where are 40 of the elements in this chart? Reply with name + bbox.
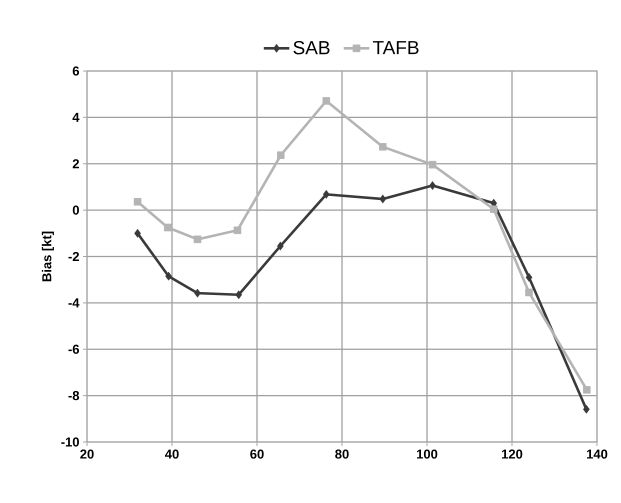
x-tick-label: 120	[502, 450, 522, 459]
point	[379, 143, 387, 151]
x-tick-label: 80	[335, 450, 349, 459]
point	[194, 288, 201, 298]
point	[379, 194, 386, 204]
y-tick-label: 0	[72, 206, 79, 215]
x-tick-label: 60	[250, 450, 264, 459]
y-tick-label: 6	[72, 66, 80, 76]
y-tick-label: -6	[68, 344, 80, 354]
point	[277, 242, 284, 250]
y-tick-label: -2	[68, 252, 79, 262]
point	[234, 226, 242, 234]
point	[525, 288, 533, 296]
x-tick-label: 140	[587, 450, 608, 459]
point	[277, 151, 285, 159]
y-tick-label: -4	[68, 298, 80, 308]
point	[235, 290, 242, 300]
point	[583, 386, 591, 394]
legend-label: SAB	[293, 40, 330, 54]
point	[194, 236, 202, 244]
y-axis-title: Bias [kt]	[42, 232, 54, 282]
y-tick-label: 2	[72, 159, 79, 168]
legend-label: TAFB	[372, 41, 419, 54]
point	[322, 190, 330, 199]
point	[429, 181, 436, 190]
point	[526, 272, 532, 282]
x-tick-label: 20	[80, 450, 94, 459]
x-tick-label: 40	[165, 450, 179, 459]
point	[165, 272, 172, 281]
point	[164, 224, 172, 232]
point	[134, 228, 141, 238]
point	[428, 160, 436, 168]
point	[490, 205, 498, 213]
y-tick-label: 4	[72, 112, 80, 122]
point	[134, 198, 142, 206]
y-tick-label: -8	[68, 391, 80, 400]
x-tick-label: 100	[417, 450, 438, 459]
point	[583, 404, 590, 414]
y-tick-label: -10	[61, 437, 79, 447]
point	[322, 97, 330, 105]
